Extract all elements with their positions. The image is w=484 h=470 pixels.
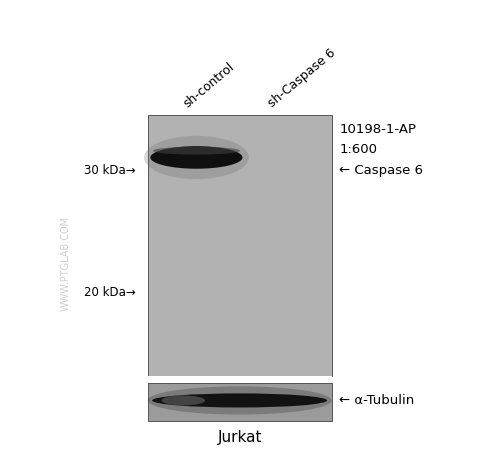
Bar xyxy=(148,383,332,421)
Text: Jurkat: Jurkat xyxy=(217,430,262,445)
Text: 30 kDa→: 30 kDa→ xyxy=(84,164,136,177)
Text: sh-Caspase 6: sh-Caspase 6 xyxy=(265,47,337,110)
Text: 20 kDa→: 20 kDa→ xyxy=(84,286,136,299)
Ellipse shape xyxy=(152,393,326,407)
Text: sh-control: sh-control xyxy=(181,61,236,110)
Ellipse shape xyxy=(152,147,240,155)
Text: WWW.PTGLAB.COM: WWW.PTGLAB.COM xyxy=(60,216,70,311)
Ellipse shape xyxy=(161,396,205,405)
Text: ← Caspase 6: ← Caspase 6 xyxy=(339,164,423,177)
Text: ← α-Tubulin: ← α-Tubulin xyxy=(339,394,414,407)
Text: 1:600: 1:600 xyxy=(339,143,377,156)
Bar xyxy=(148,115,332,376)
Text: 10198-1-AP: 10198-1-AP xyxy=(339,123,416,136)
Ellipse shape xyxy=(150,146,242,169)
Ellipse shape xyxy=(144,136,248,179)
Bar xyxy=(148,376,332,383)
Ellipse shape xyxy=(147,386,331,415)
